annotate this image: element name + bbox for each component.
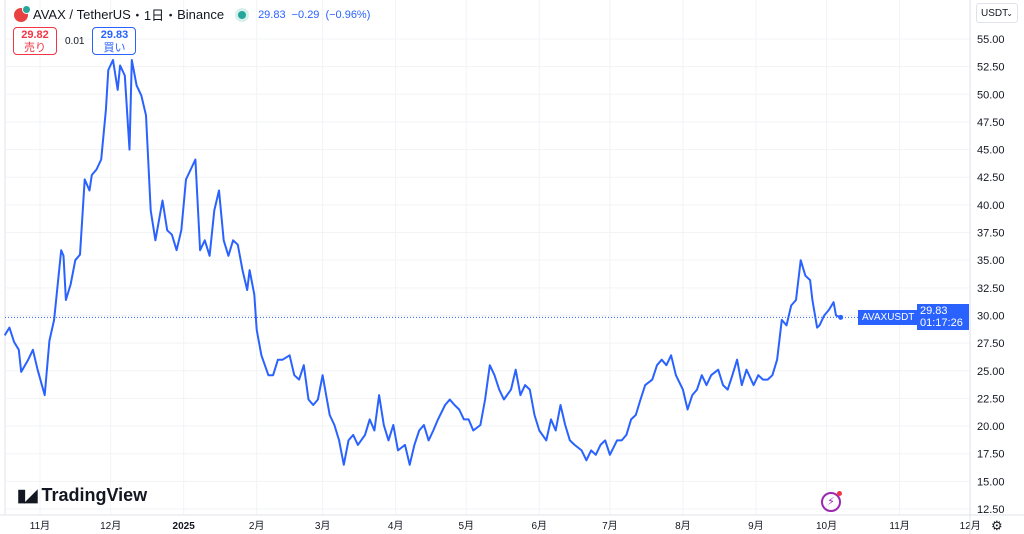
last-price-value: 29.83 [920,305,948,317]
change: −0.29 [291,8,320,21]
x-tick-label: 5月 [458,520,474,532]
x-tick-label: 7月 [602,520,618,532]
sell-label: 売り [24,42,46,54]
x-tick-label: 3月 [315,520,331,532]
y-tick-label: 12.50 [977,504,1005,516]
spread: 0.01 [65,35,85,47]
change-percent: (−0.96%) [325,8,371,21]
chevron-down-icon: ⌄ [1006,9,1013,18]
x-tick-label: 2月 [249,520,265,532]
x-tick-label: 11月 [30,520,50,532]
currency: USDT [981,8,1009,19]
y-tick-label: 30.00 [977,310,1005,322]
tradingview-logo[interactable]: ▮◢ TradingView [17,485,147,506]
interval[interactable]: ・1日・ [130,8,178,23]
sell-button[interactable]: 29.82 売り [13,27,57,55]
x-tick-label: 4月 [388,520,404,532]
y-tick-label: 45.00 [977,145,1005,157]
trade-buttons: 29.82 売り 0.01 29.83 買い [13,27,137,55]
x-tick-label: 11月 [889,520,909,532]
y-tick-label: 27.50 [977,338,1005,350]
buy-price: 29.83 [100,29,129,41]
y-tick-label: 17.50 [977,449,1005,461]
buy-label: 買い [103,42,126,54]
last-price-label: 29.83 01:17:26 [917,304,969,330]
x-tick-label: 2025 [173,521,196,532]
x-tick-label: 9月 [748,520,764,532]
avax-logo-icon [14,4,31,22]
buy-button[interactable]: 29.83 買い [92,27,137,55]
last-price: 29.83 [258,8,286,21]
gear-icon[interactable]: ⚙ [991,518,1003,533]
symbol-price-label: AVAXUSDT [858,310,919,325]
x-tick-label: 12月 [100,520,121,532]
y-tick-label: 52.50 [977,62,1005,74]
y-tick-label: 32.50 [977,283,1005,295]
price-series-line [3,59,842,466]
y-tick-label: 55.00 [977,34,1005,46]
branding: TradingView [41,485,148,505]
y-tick-label: 25.00 [977,366,1005,378]
y-tick-label: 37.50 [977,228,1005,240]
y-tick-label: 40.00 [977,200,1005,212]
y-tick-label: 50.00 [977,89,1005,101]
market-open-icon [238,10,247,19]
x-tick-label: 6月 [531,520,547,532]
symbol[interactable]: AVAX [33,7,66,22]
symbol-separator: / [69,7,74,22]
exchange: Binance [177,7,225,22]
last-point-marker [838,314,844,320]
y-tick-label: 35.00 [977,255,1005,267]
x-tick-label: 8月 [675,520,691,532]
y-tick-label: 20.00 [977,421,1005,433]
symbol-header: AVAX / TetherUS ・1日・ Binance 29.83 −0.29… [14,4,376,24]
y-tick-label: 15.00 [977,476,1005,488]
lightning-icon[interactable]: ⚡︎ [821,491,842,512]
bar-countdown: 01:17:26 [920,317,963,329]
y-tick-label: 42.50 [977,172,1005,184]
x-tick-label: 10月 [816,520,837,532]
tradingview-mark-icon: ▮◢ [17,485,37,505]
sell-price: 29.82 [21,29,49,41]
quote-name: TetherUS [76,7,131,22]
y-tick-label: 47.50 [977,117,1005,129]
currency-selector[interactable]: USDT ⌄ [976,3,1018,23]
y-tick-label: 22.50 [977,393,1005,405]
